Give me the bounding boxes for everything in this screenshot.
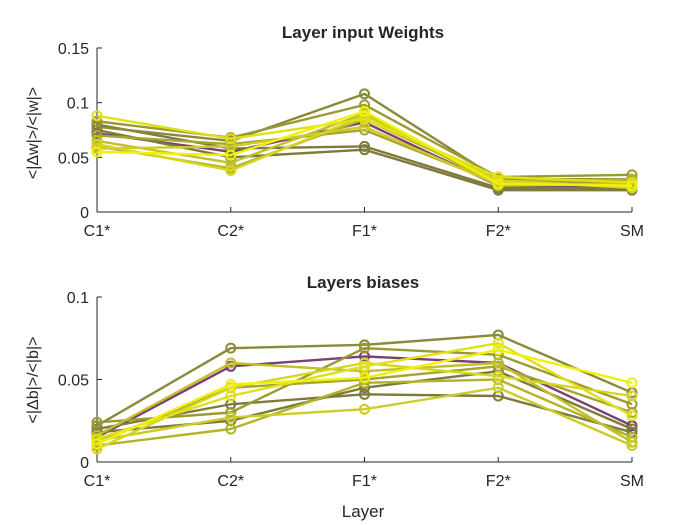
data-point-marker (626, 180, 638, 192)
biases-chart-title: Layers biases (307, 273, 419, 292)
x-tick-label: SM (620, 473, 644, 490)
weights-series-group (91, 88, 638, 196)
series-line (96, 346, 633, 424)
data-point-marker (225, 133, 237, 145)
data-point-marker (359, 403, 370, 415)
x-tick-label: C2* (217, 473, 244, 490)
series-9 (91, 382, 638, 451)
data-point-marker (91, 438, 103, 450)
data-point-marker (225, 342, 237, 354)
data-point-marker (225, 157, 237, 169)
series-11 (91, 110, 638, 188)
data-point-marker (225, 378, 237, 390)
x-tick-label: F1* (352, 473, 377, 490)
data-point-marker (626, 377, 638, 389)
data-point-marker (626, 176, 638, 188)
y-tick-label: 0 (80, 205, 89, 222)
data-point-marker (492, 370, 504, 382)
y-tick-label: 0.1 (67, 96, 89, 113)
y-tick-label: 0 (80, 455, 89, 472)
biases-series-group (91, 329, 638, 455)
weights-chart-title: Layer input Weights (282, 23, 444, 42)
data-point-marker (359, 121, 370, 133)
x-tick-label: C2* (217, 223, 244, 240)
series-10 (91, 357, 638, 455)
data-point-marker (359, 342, 370, 354)
data-point-marker (359, 113, 370, 125)
data-point-marker (359, 388, 370, 400)
data-point-marker (626, 440, 638, 451)
x-tick-label: C1* (84, 223, 111, 240)
series-4 (91, 88, 638, 185)
data-point-marker (492, 178, 504, 190)
series-line (96, 333, 633, 427)
y-tick-label: 0.05 (58, 150, 89, 167)
series-11 (91, 337, 638, 445)
series-line (96, 114, 633, 184)
series-line (96, 386, 633, 447)
data-point-marker (492, 344, 504, 356)
data-point-marker (492, 382, 504, 394)
series-12 (91, 344, 638, 450)
data-point-marker (626, 410, 638, 422)
data-point-marker (626, 390, 638, 402)
y-tick-label: 0.15 (58, 41, 89, 58)
series-4 (91, 329, 638, 432)
weights-panel: Layer input Weights <|Δw|>/<|w|> 0 0.05 0.… (25, 23, 644, 240)
y-tick-label: 0.1 (67, 290, 89, 307)
biases-axes: 0 0.05 0.1 C1* C2* F1* F2* SM (58, 290, 644, 490)
data-point-marker (225, 411, 237, 423)
data-point-marker (492, 357, 504, 369)
weights-axes: 0 0.05 0.1 0.15 C1* C2* F1* F2* SM (58, 41, 644, 240)
data-point-marker (492, 337, 504, 349)
data-point-marker (91, 138, 103, 150)
series-line (96, 348, 633, 445)
series-line (96, 110, 633, 187)
series-12 (91, 105, 638, 192)
data-point-marker (359, 124, 370, 136)
data-point-marker (359, 105, 370, 117)
data-point-marker (359, 144, 370, 156)
biases-panel: Layers biases <|Δb|>/<|b|> 0 0.05 0.1 C1* C2… (25, 273, 644, 521)
data-point-marker (225, 164, 237, 176)
data-point-marker (225, 390, 237, 402)
x-tick-label: F2* (486, 223, 511, 240)
data-point-marker (225, 149, 237, 161)
data-point-marker (91, 146, 103, 158)
y-tick-label: 0.05 (58, 373, 89, 390)
biases-y-axis-label: <|Δb|>/<|b|> (25, 337, 42, 424)
data-point-marker (359, 88, 370, 100)
x-axis-label: Layer (342, 502, 385, 521)
x-tick-label: F1* (352, 223, 377, 240)
data-point-marker (626, 436, 638, 448)
data-point-marker (91, 110, 103, 122)
weights-y-axis-label: <|Δw|>/<|w|> (25, 87, 42, 179)
x-tick-label: C1* (84, 473, 111, 490)
x-tick-label: F2* (486, 473, 511, 490)
data-point-marker (359, 372, 370, 384)
data-point-marker (492, 171, 504, 183)
x-tick-label: SM (620, 223, 644, 240)
series-line (96, 342, 633, 441)
data-point-marker (91, 143, 103, 155)
data-point-marker (91, 416, 103, 428)
data-point-marker (359, 360, 370, 372)
data-point-marker (225, 357, 237, 369)
series-line (96, 361, 633, 450)
data-point-marker (225, 423, 237, 435)
